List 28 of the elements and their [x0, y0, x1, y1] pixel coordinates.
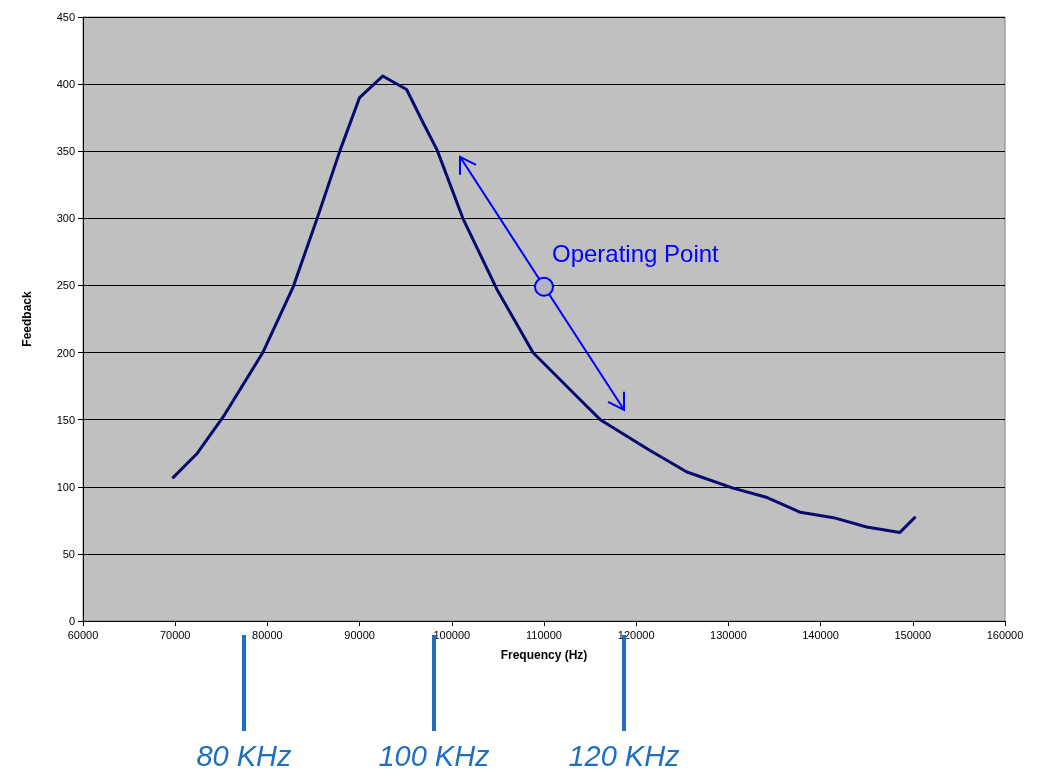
x-tick-label: 100000 [433, 628, 471, 641]
y-tick-label: 150 [56, 413, 75, 426]
x-tick-label: 150000 [894, 628, 932, 641]
y-tick-label: 350 [56, 145, 75, 158]
x-tick-label: 90000 [344, 628, 375, 641]
x-tick-label: 70000 [159, 628, 191, 641]
x-tick-label: 160000 [986, 628, 1024, 641]
y-tick-label: 400 [56, 78, 75, 91]
y-tick-label: 0 [68, 615, 75, 627]
x-tick-label: 110000 [526, 628, 562, 641]
y-tick-label: 200 [56, 346, 75, 359]
y-tick-label: 450 [56, 11, 75, 23]
text: 80 KHz [196, 740, 293, 772]
y-axis-title: Feedback [20, 290, 34, 347]
y-tick-label: 250 [56, 279, 75, 292]
y-tick-label: 300 [56, 212, 75, 225]
y-tick-label: 50 [62, 547, 75, 560]
annotation: Operating Point [552, 239, 720, 267]
x-tick-label: 80000 [252, 628, 283, 641]
x-tick-label: 60000 [67, 628, 99, 641]
y-tick-label: 100 [56, 480, 75, 493]
text: 100 KHz [378, 740, 491, 772]
text: 120 KHz [568, 740, 681, 772]
x-axis-title: Frequency (Hz) [500, 648, 588, 662]
x-tick-label: 130000 [710, 628, 747, 641]
x-tick-label: 140000 [802, 628, 839, 641]
x-tick-label: 120000 [617, 628, 655, 641]
line-series [171, 74, 917, 534]
